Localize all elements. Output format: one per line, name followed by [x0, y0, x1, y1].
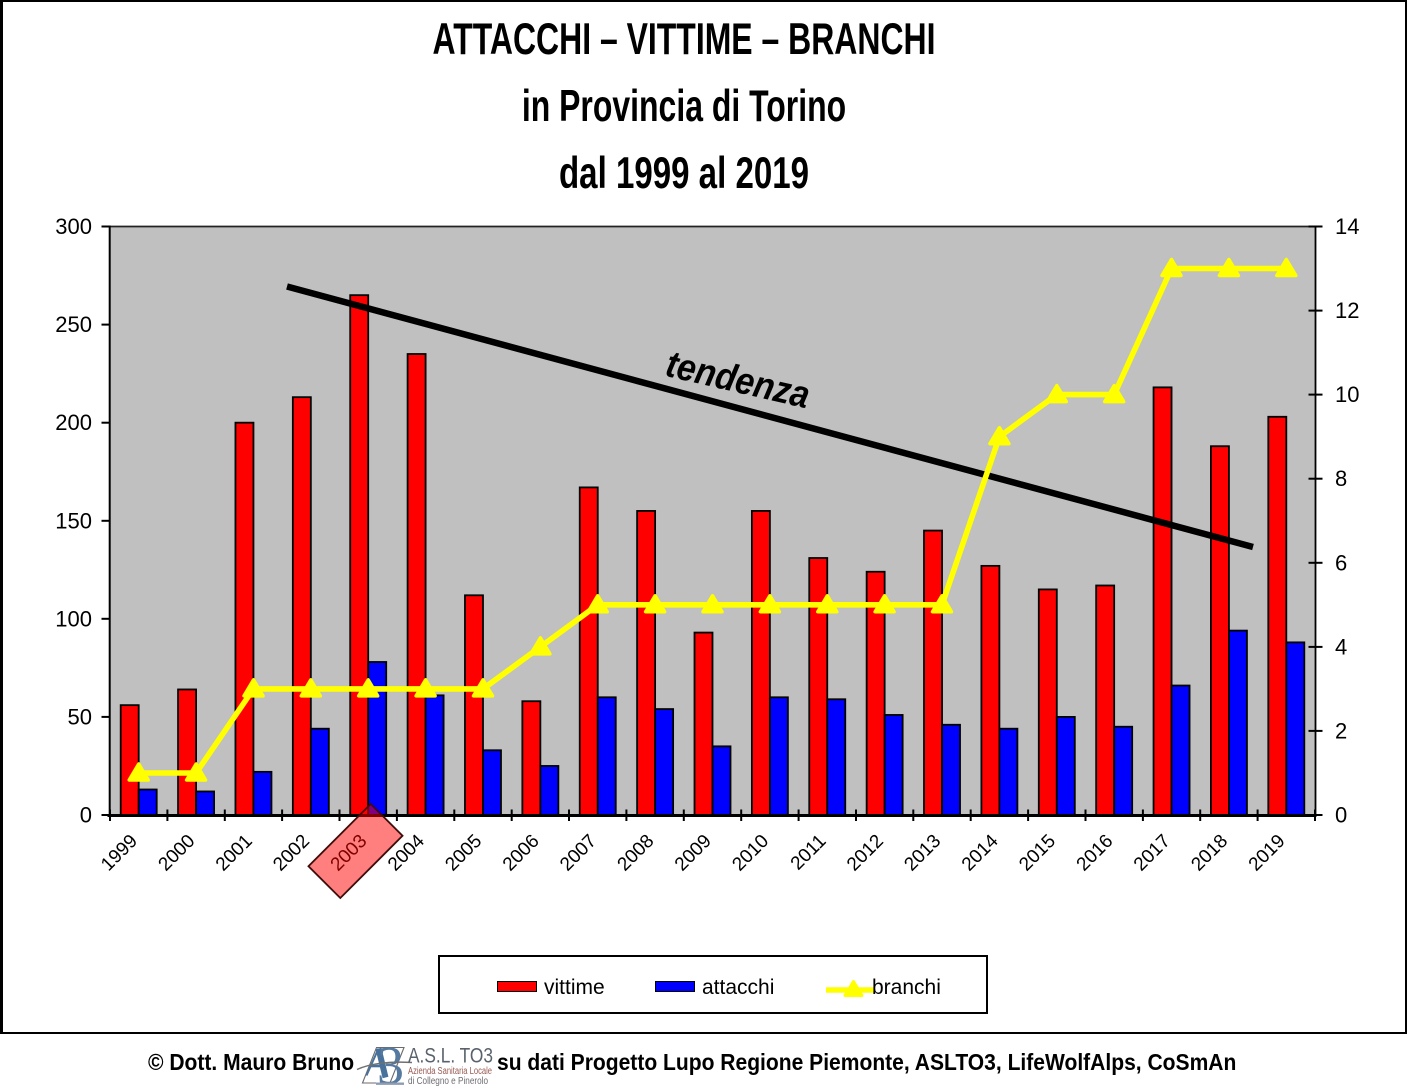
svg-text:0: 0: [80, 803, 92, 828]
svg-text:100: 100: [55, 606, 92, 631]
svg-text:4: 4: [1335, 634, 1347, 659]
svg-text:50: 50: [68, 704, 92, 729]
svg-text:200: 200: [55, 410, 92, 435]
svg-text:250: 250: [55, 312, 92, 337]
svg-text:300: 300: [55, 214, 92, 239]
svg-text:2: 2: [1335, 718, 1347, 743]
svg-text:0: 0: [1335, 803, 1347, 828]
svg-text:12: 12: [1335, 298, 1359, 323]
svg-text:6: 6: [1335, 550, 1347, 575]
svg-text:A.S.L. TO3: A.S.L. TO3: [408, 1044, 493, 1068]
svg-text:Azienda Sanitaria Locale: Azienda Sanitaria Locale: [408, 1066, 492, 1077]
svg-text:10: 10: [1335, 382, 1359, 407]
svg-text:di Collegno e Pinerolo: di Collegno e Pinerolo: [408, 1076, 488, 1087]
svg-text:14: 14: [1335, 214, 1359, 239]
svg-text:150: 150: [55, 508, 92, 533]
svg-text:8: 8: [1335, 466, 1347, 491]
